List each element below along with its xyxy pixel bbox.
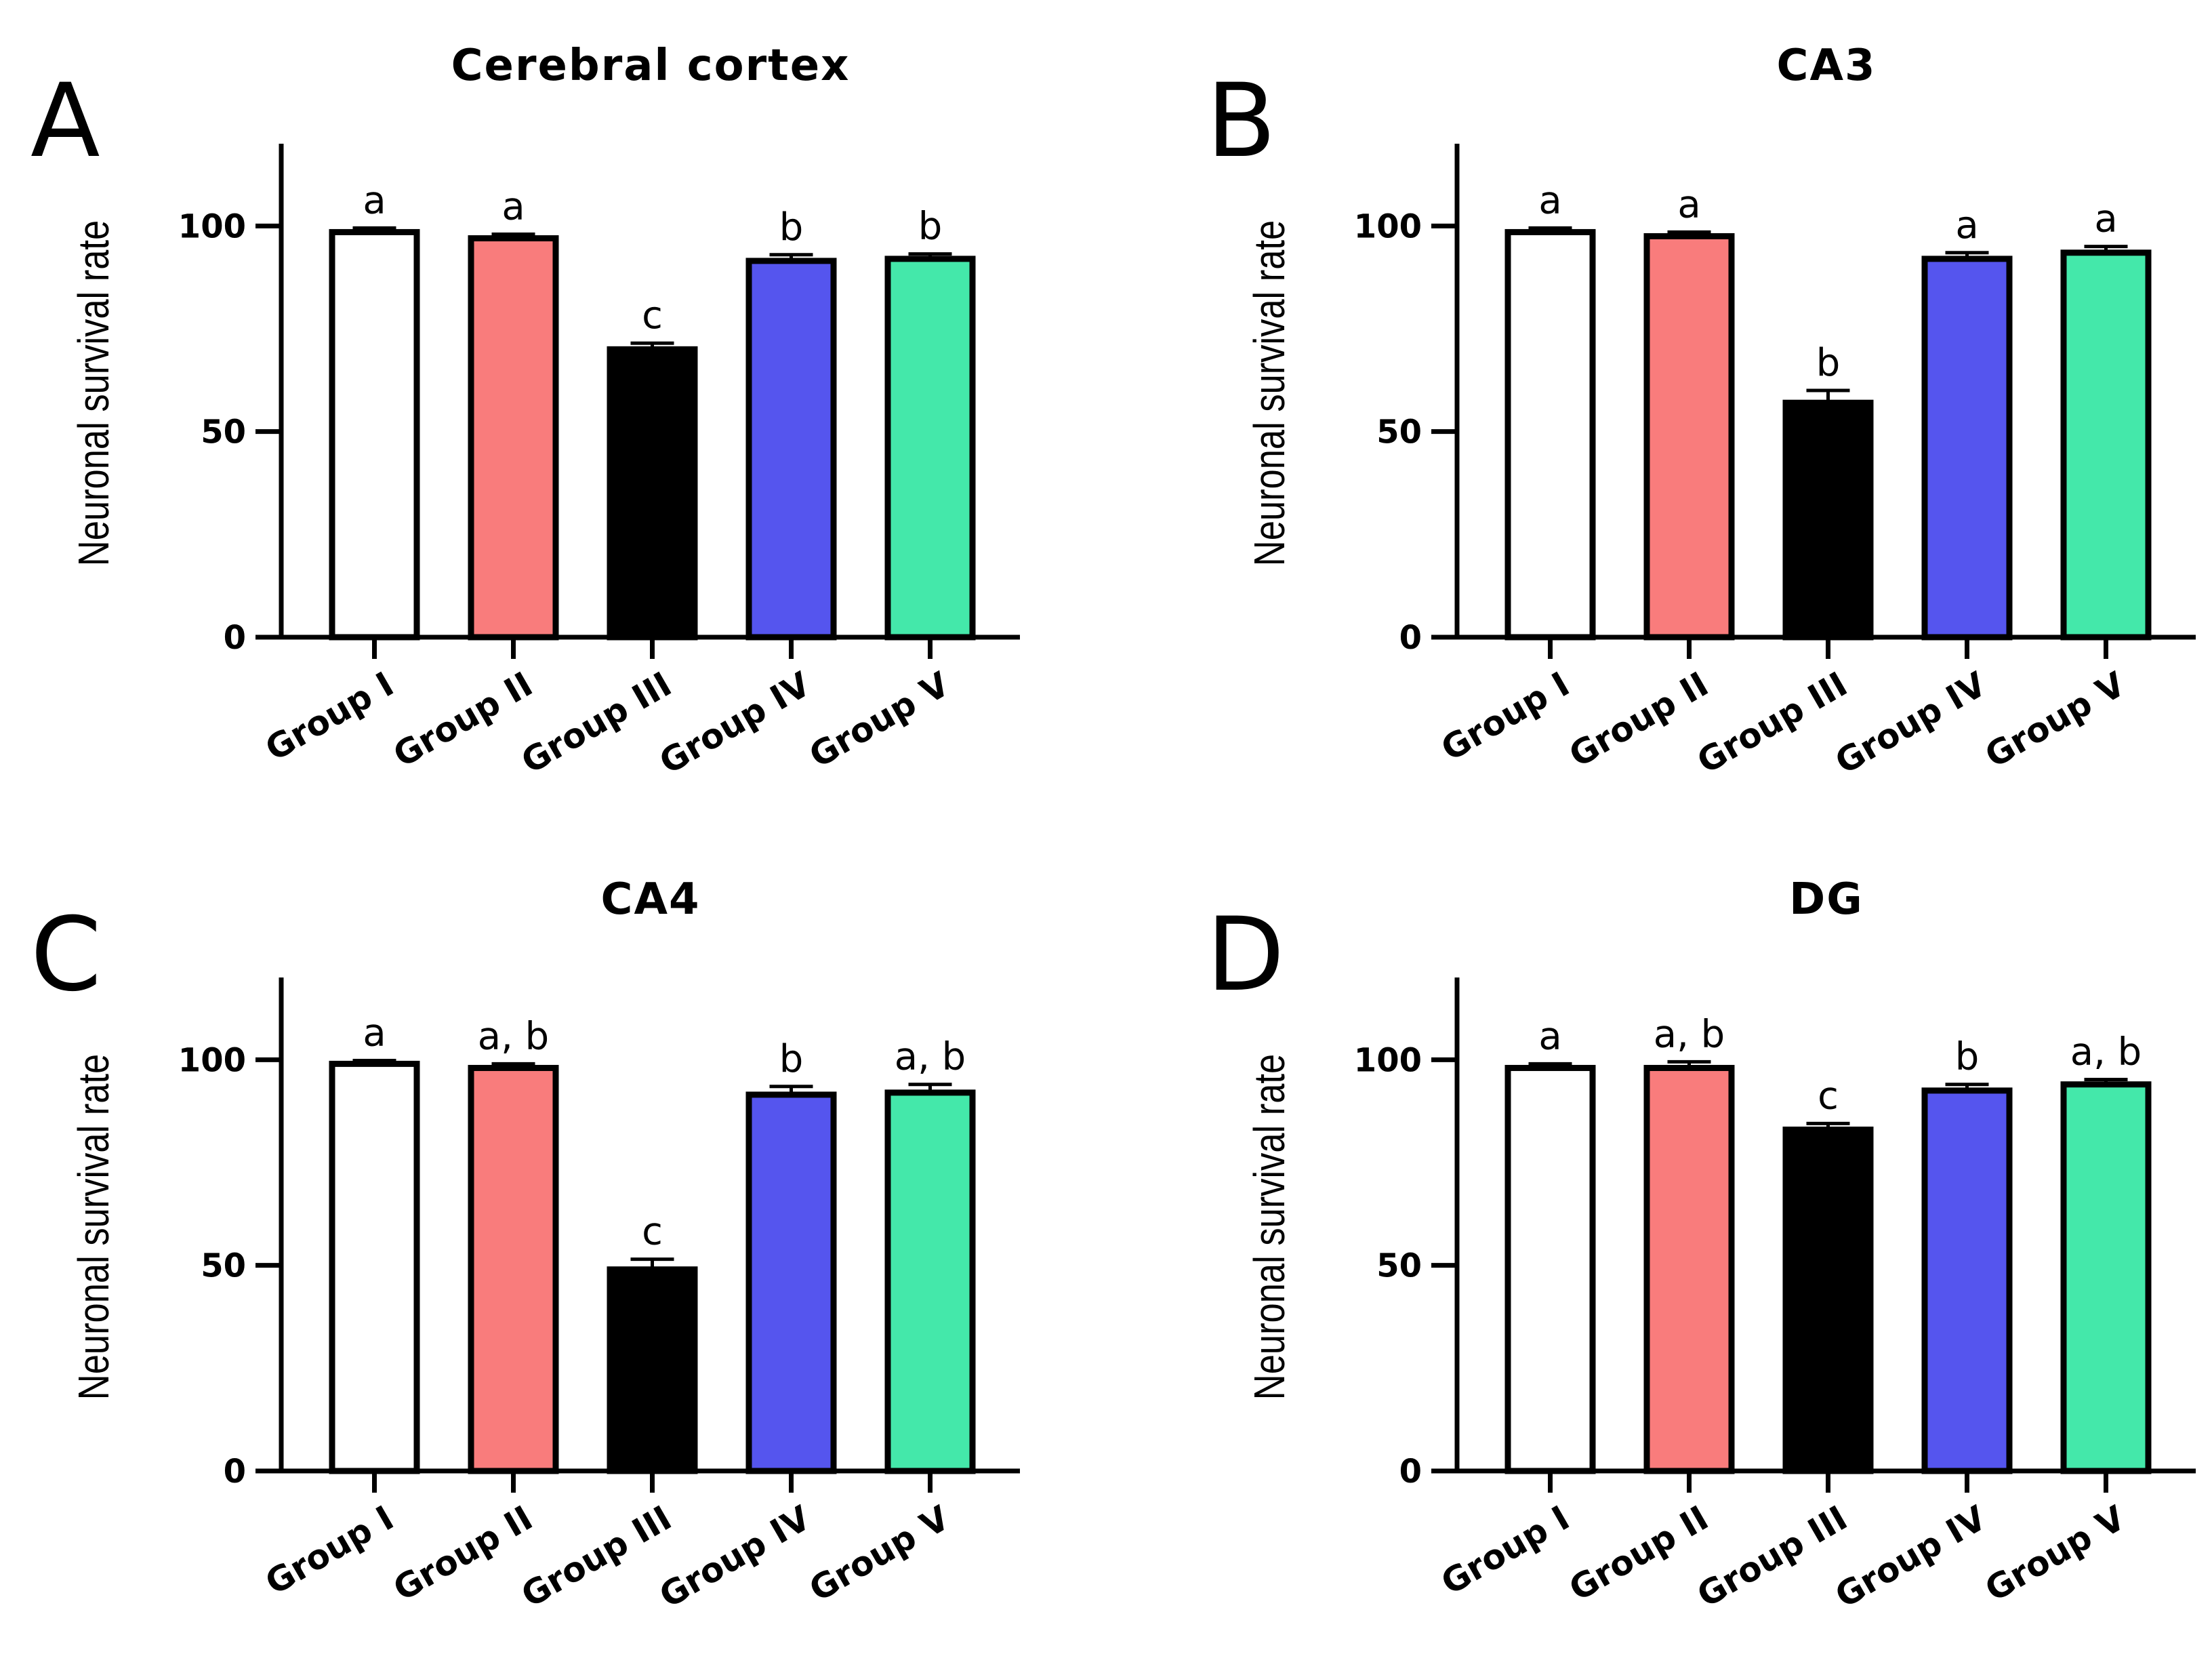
x-tick-label: Group I: [259, 664, 401, 769]
bar: [2060, 249, 2152, 641]
significance-label: c: [642, 1210, 663, 1254]
y-tick-label: 100: [1354, 1041, 1422, 1079]
panel-letter: B: [1206, 62, 1276, 180]
significance-label: a: [501, 184, 525, 228]
significance-label: b: [1816, 341, 1841, 385]
y-tick-label: 50: [1376, 414, 1422, 451]
bar: [468, 235, 559, 641]
panel-letter: C: [30, 896, 102, 1014]
x-tick-label: Group IV: [653, 664, 817, 782]
chart-title: Cerebral cortex: [451, 41, 851, 91]
x-tick-label: Group III: [515, 664, 678, 782]
significance-label: a, b: [478, 1014, 549, 1058]
y-tick-label: 0: [224, 1453, 246, 1491]
significance-label: b: [779, 1037, 804, 1081]
significance-label: c: [1818, 1074, 1839, 1118]
bar: [607, 346, 698, 641]
x-tick-label: Group II: [387, 1498, 539, 1609]
bar: [745, 1091, 837, 1474]
significance-label: a: [1538, 178, 1561, 222]
x-tick-label: Group III: [1691, 1498, 1854, 1615]
y-tick-label: 50: [1376, 1247, 1422, 1285]
chart-title: CA3: [1776, 41, 1876, 91]
x-tick-label: Group V: [802, 1498, 956, 1609]
chart-panel-d: D DG Neuronal survival rate 0 50 100 a Group I a…: [1206, 874, 2196, 1615]
panel-letter: A: [30, 62, 100, 180]
bar: [1782, 1126, 1874, 1474]
chart-title: DG: [1789, 874, 1864, 925]
significance-label: b: [1955, 1035, 1980, 1079]
bar: [329, 228, 420, 641]
bar: [1504, 1064, 1596, 1474]
bar: [468, 1064, 559, 1474]
significance-label: a: [1677, 182, 1700, 226]
significance-label: a: [363, 178, 386, 222]
significance-label: a: [363, 1011, 386, 1055]
significance-label: b: [918, 205, 943, 249]
x-tick-label: Group III: [1691, 664, 1854, 782]
bar: [607, 1266, 698, 1474]
significance-label: b: [779, 205, 804, 249]
y-axis-label: Neuronal survival rate: [1246, 1054, 1294, 1400]
significance-label: a: [1538, 1014, 1561, 1058]
y-tick-label: 100: [178, 207, 246, 245]
significance-label: a, b: [2070, 1030, 2142, 1074]
x-tick-label: Group I: [1435, 1498, 1576, 1602]
y-tick-label: 0: [1399, 619, 1422, 657]
y-tick-label: 100: [178, 1041, 246, 1079]
bar: [1504, 228, 1596, 641]
y-axis-label: Neuronal survival rate: [70, 220, 118, 566]
y-tick-label: 100: [1354, 207, 1422, 245]
y-tick-label: 50: [201, 1247, 246, 1285]
significance-label: a: [2094, 197, 2117, 241]
bar: [1782, 399, 1874, 641]
y-tick-label: 50: [201, 414, 246, 451]
bar: [884, 256, 976, 641]
bar: [1921, 256, 2013, 641]
x-tick-label: Group IV: [1828, 1498, 1992, 1615]
bar: [884, 1089, 976, 1474]
x-tick-label: Group II: [1563, 1498, 1715, 1609]
bar: [1643, 233, 1735, 641]
x-tick-label: Group II: [1563, 664, 1715, 775]
y-axis-label: Neuronal survival rate: [70, 1054, 118, 1400]
y-axis-label: Neuronal survival rate: [1246, 220, 1294, 566]
x-tick-label: Group III: [515, 1498, 678, 1615]
chart-panel-c: C CA4 Neuronal survival rate 0 50 100 a Group I…: [30, 874, 1020, 1615]
significance-label: a, b: [895, 1035, 966, 1079]
x-tick-label: Group V: [802, 664, 956, 775]
bar: [1921, 1087, 2013, 1474]
chart-title: CA4: [600, 874, 700, 925]
x-tick-label: Group V: [1978, 1498, 2131, 1609]
x-tick-label: Group I: [1435, 664, 1576, 769]
x-tick-label: Group V: [1978, 664, 2131, 775]
panel-letter: D: [1206, 896, 1285, 1014]
bar: [1643, 1064, 1735, 1474]
bar: [745, 258, 837, 641]
x-tick-label: Group I: [259, 1498, 401, 1602]
bar: [2060, 1081, 2152, 1474]
x-tick-label: Group IV: [653, 1498, 817, 1615]
y-tick-label: 0: [1399, 1453, 1422, 1491]
bar: [329, 1060, 420, 1474]
significance-label: c: [642, 294, 663, 338]
chart-panel-a: A Cerebral cortex Neuronal survival rate 0 5…: [30, 41, 1020, 782]
significance-label: a: [1955, 203, 1978, 247]
x-tick-label: Group II: [387, 664, 539, 775]
chart-panel-b: B CA3 Neuronal survival rate 0 50 100 a Group I…: [1206, 41, 2196, 782]
significance-label: a, b: [1654, 1012, 1725, 1056]
x-tick-label: Group IV: [1828, 664, 1992, 782]
y-tick-label: 0: [224, 619, 246, 657]
